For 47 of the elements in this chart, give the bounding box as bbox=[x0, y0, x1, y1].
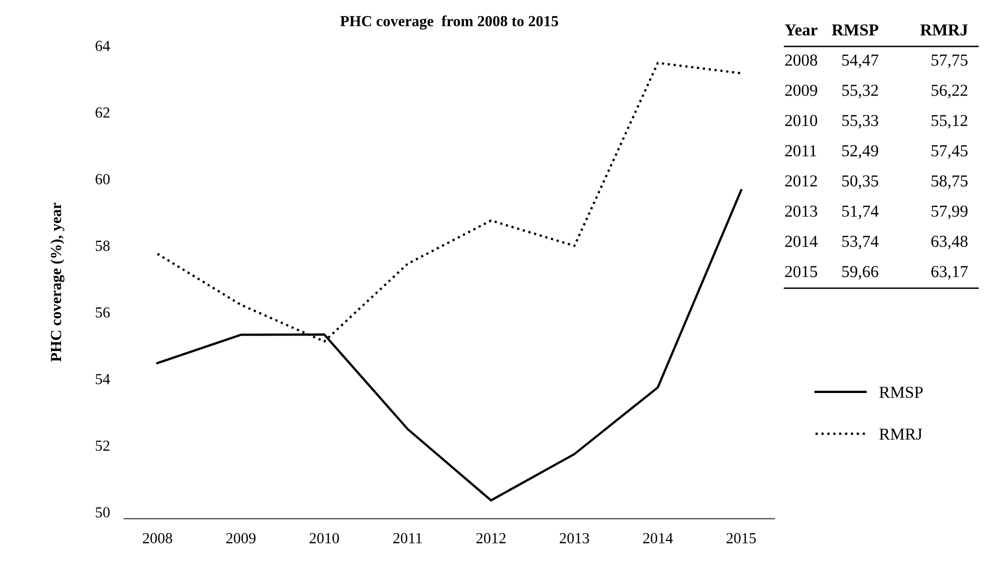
text: 57,45 bbox=[932, 145, 968, 159]
x-tick-label: 2013 bbox=[560, 533, 590, 544]
text: 55,33 bbox=[842, 114, 878, 129]
text: 63,17 bbox=[931, 266, 968, 280]
text: 50,35 bbox=[842, 175, 878, 189]
y-tick-label: 58 bbox=[96, 240, 110, 251]
text: RMRJ bbox=[920, 24, 968, 36]
x-tick-label: 2009 bbox=[226, 533, 256, 544]
legend-label: RMRJ bbox=[879, 428, 922, 440]
y-axis-title: PHC coverage (%), year bbox=[50, 202, 64, 362]
category-label: 2012 bbox=[785, 175, 817, 187]
category-label: 2013 bbox=[785, 206, 818, 217]
category-label: 2015 bbox=[785, 266, 818, 278]
x-tick-label: 2010 bbox=[310, 533, 339, 544]
text: 59,66 bbox=[842, 266, 878, 280]
category-label: 2008 bbox=[785, 54, 818, 66]
x-tick-label: 2015 bbox=[726, 533, 756, 544]
x-tick-label: 2012 bbox=[476, 533, 506, 544]
x-tick-label: 2008 bbox=[142, 533, 172, 544]
y-tick-label: 50 bbox=[96, 507, 110, 518]
y-tick-label: 56 bbox=[96, 307, 110, 318]
text: 55,12 bbox=[932, 114, 968, 129]
y-tick-label: 60 bbox=[96, 174, 110, 184]
text: 63,48 bbox=[931, 236, 968, 250]
category-label: 2011 bbox=[785, 145, 816, 156]
text: 56,22 bbox=[932, 84, 968, 98]
text: 52,49 bbox=[842, 145, 878, 159]
text: RMSP bbox=[832, 24, 878, 36]
text: 57,99 bbox=[932, 206, 968, 220]
category-label: 2010 bbox=[785, 114, 818, 126]
text: 58,75 bbox=[932, 175, 968, 189]
text: 54,47 bbox=[842, 54, 878, 68]
y-tick-label: 52 bbox=[96, 440, 110, 451]
chart-title: PHC coverage from 2008 to 2015 bbox=[340, 15, 558, 30]
category-label: 2009 bbox=[785, 84, 818, 96]
x-tick-label: 2014 bbox=[643, 533, 673, 544]
y-tick-label: 62 bbox=[96, 107, 110, 118]
y-tick-label: 64 bbox=[96, 40, 110, 52]
category-label: 2014 bbox=[785, 236, 818, 247]
y-tick-label: 54 bbox=[96, 374, 110, 384]
text: 55,32 bbox=[842, 84, 878, 98]
x-tick-label: 2011 bbox=[393, 533, 422, 544]
text: Year bbox=[784, 24, 818, 36]
text: 53,74 bbox=[842, 236, 879, 250]
legend-label: RMSP bbox=[879, 386, 923, 398]
text: 57,75 bbox=[932, 54, 968, 68]
text: 51,74 bbox=[842, 206, 879, 220]
